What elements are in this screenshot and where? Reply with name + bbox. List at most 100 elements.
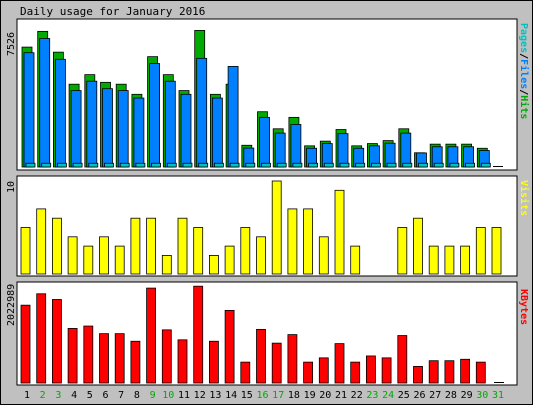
pages-bar-day-20	[323, 162, 334, 168]
pages-bar-day-22	[355, 162, 366, 168]
kbytes-bar-day-8	[130, 340, 141, 384]
kbytes-bar-day-7	[114, 333, 125, 384]
pages-bar-day-25	[402, 162, 413, 168]
legend-part-1-0: Visits	[518, 180, 530, 216]
day-label-25: 25	[398, 390, 410, 401]
files-bar-day-25	[400, 132, 412, 168]
pages-bar-day-30	[480, 162, 491, 168]
pages-bar-day-19	[308, 162, 319, 168]
day-label-18: 18	[288, 390, 300, 401]
files-bar-day-12	[196, 57, 208, 168]
day-label-19: 19	[304, 390, 316, 401]
files-bar-day-4	[70, 90, 82, 168]
chart-title: Daily usage for January 2016	[20, 5, 205, 18]
day-label-15: 15	[241, 390, 253, 401]
day-label-9: 9	[150, 390, 156, 401]
visits-bar-day-10	[161, 254, 172, 275]
day-label-29: 29	[461, 390, 473, 401]
kbytes-bar-day-24	[381, 357, 392, 384]
pages-bar-day-4	[72, 162, 83, 168]
day-label-4: 4	[71, 390, 77, 401]
kbytes-bar-day-15	[240, 361, 251, 384]
visits-bar-day-21	[334, 189, 345, 275]
files-bar-day-6	[102, 88, 113, 168]
kbytes-bar-day-21	[334, 343, 345, 384]
kbytes-bar-day-30	[475, 361, 486, 384]
files-bar-day-5	[86, 80, 98, 168]
pages-bar-day-16	[261, 162, 271, 168]
zero-marker-day-31	[493, 166, 503, 167]
day-label-11: 11	[178, 390, 190, 401]
day-label-21: 21	[335, 390, 347, 401]
visits-bar-day-17	[271, 180, 282, 275]
visits-bar-day-12	[193, 227, 204, 275]
day-label-6: 6	[102, 390, 108, 401]
pages-bar-day-13	[213, 162, 224, 168]
kbytes-bar-day-28	[444, 360, 455, 384]
visits-bar-day-15	[240, 227, 251, 275]
visits-bar-day-16	[256, 236, 266, 275]
day-label-14: 14	[225, 390, 237, 401]
visits-bar-day-14	[224, 245, 235, 275]
pages-bar-day-3	[57, 162, 67, 168]
day-label-31: 31	[492, 390, 504, 401]
kbytes-bar-day-6	[99, 333, 109, 384]
pages-bar-day-6	[104, 162, 114, 168]
pages-bar-day-7	[119, 162, 130, 168]
pages-bar-day-27	[433, 162, 444, 168]
kbytes-bar-day-20	[318, 357, 329, 384]
kbytes-bar-day-22	[350, 361, 361, 384]
day-label-10: 10	[162, 390, 174, 401]
visits-bar-day-20	[318, 236, 329, 275]
kbytes-bar-day-23	[365, 355, 376, 384]
files-bar-day-7	[117, 90, 129, 168]
kbytes-bar-day-3	[52, 299, 62, 384]
kbytes-bar-day-25	[397, 335, 408, 384]
pages-bar-day-29	[465, 162, 476, 168]
kbytes-bar-day-11	[177, 339, 188, 384]
legend-part-2-0: KBytes	[518, 289, 529, 325]
day-label-8: 8	[134, 390, 140, 401]
visits-bar-day-4	[67, 236, 78, 275]
files-bar-day-18	[290, 124, 302, 168]
day-label-3: 3	[55, 390, 61, 401]
pages-bar-day-17	[276, 162, 287, 168]
series-legend-kbytes: KBytes	[518, 289, 529, 325]
kbytes-bar-day-18	[287, 334, 298, 384]
visits-bar-day-29	[460, 245, 471, 275]
day-label-26: 26	[413, 390, 425, 401]
day-label-5: 5	[87, 390, 93, 401]
kbytes-bar-day-19	[303, 361, 314, 384]
visits-bar-day-27	[428, 245, 439, 275]
series-legend-pages-files-hits: Pages/Files/Hits	[518, 23, 530, 119]
pages-bar-day-26	[418, 162, 428, 168]
files-bar-day-3	[55, 58, 66, 168]
day-label-16: 16	[256, 390, 268, 401]
series-legend-visits: Visits	[518, 180, 530, 216]
ymax-label-kbytes: 2022989	[6, 284, 17, 326]
day-label-24: 24	[382, 390, 394, 401]
kbytes-bar-day-17	[271, 342, 282, 384]
pages-bar-day-11	[182, 162, 193, 168]
visits-bar-day-19	[303, 208, 314, 275]
visits-bar-day-31	[491, 227, 502, 275]
pages-bar-day-8	[135, 162, 146, 168]
day-label-20: 20	[319, 390, 331, 401]
visits-bar-day-1	[20, 227, 31, 275]
pages-bar-day-10	[166, 162, 177, 168]
day-label-23: 23	[366, 390, 378, 401]
day-label-28: 28	[445, 390, 457, 401]
kbytes-bar-day-2	[36, 293, 47, 384]
kbytes-bar-day-13	[208, 340, 219, 384]
kbytes-bar-day-27	[428, 360, 439, 384]
visits-bar-day-22	[350, 245, 361, 275]
pages-bar-day-15	[245, 162, 256, 168]
files-bar-day-14	[227, 65, 239, 168]
kbytes-bar-day-1	[20, 304, 31, 384]
kbytes-bar-day-12	[193, 285, 204, 384]
files-bar-day-16	[259, 116, 270, 168]
files-bar-day-9	[149, 63, 161, 168]
pages-bar-day-21	[339, 162, 350, 168]
files-bar-day-1	[23, 52, 35, 168]
